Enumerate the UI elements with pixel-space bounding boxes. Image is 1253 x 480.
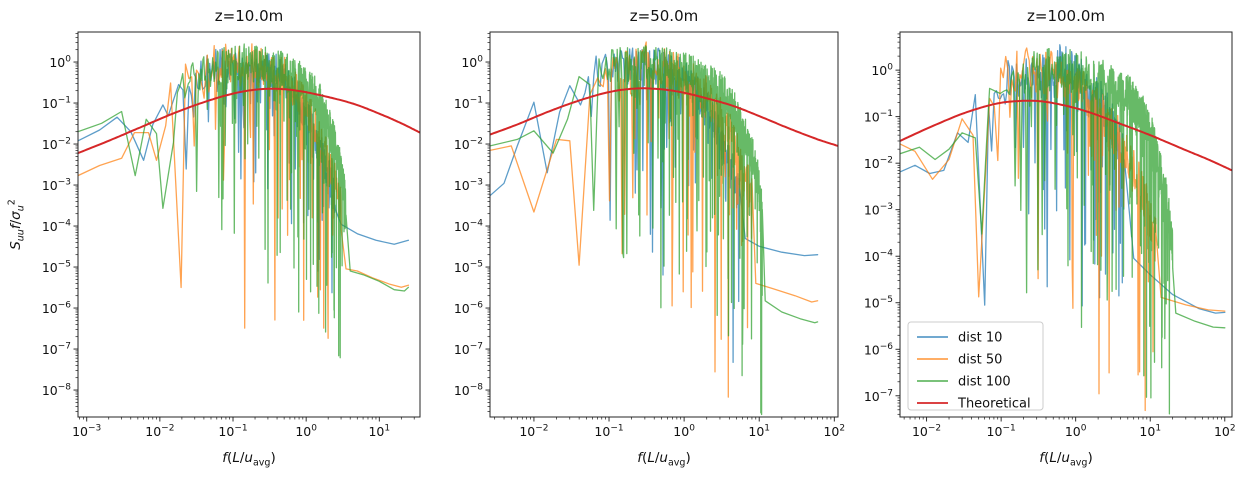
tick-label: 10−6	[864, 342, 893, 358]
chart-z-50-0m: 10−2 10−1 100 101 102 100 10−1 10−2 10−3 10−4 10−5…	[454, 7, 845, 469]
tick-label: 10−3	[454, 178, 483, 194]
plot-area	[900, 44, 1232, 415]
x-axis-label: f(L/uavg)	[222, 450, 275, 469]
plot-title: z=100.0m	[1027, 7, 1105, 25]
tick-label: 102	[1214, 424, 1236, 440]
chart-z-100-0m: 10−2 10−1 100 101 102 100 10−1 10−2 10−3 10−4 10−5…	[864, 7, 1236, 469]
legend-label-dist-50: dist 50	[958, 353, 1002, 368]
legend-label-dist-10: dist 10	[958, 331, 1002, 346]
legend-item-dist-10: dist 10	[917, 331, 1002, 346]
x-axis: 10−3 10−2 10−1 100 101	[72, 417, 415, 440]
series-line-dist-100	[78, 43, 410, 359]
series-line-dist-100	[900, 48, 1226, 415]
tick-label: 10−2	[864, 156, 893, 172]
y-axis-label: Suuf/σu2	[7, 199, 27, 250]
x-axis: 10−2 10−1 100 101 102	[903, 417, 1236, 440]
series-line-theoretical	[900, 99, 1232, 172]
tick-label: 10−6	[42, 301, 71, 317]
tick-label: 10−2	[454, 137, 483, 153]
axes-spines	[489, 31, 839, 418]
tick-label: 10−2	[42, 137, 71, 153]
tick-label: 100	[1065, 424, 1087, 440]
tick-label: 10−1	[864, 109, 893, 125]
legend-item-dist-50: dist 50	[917, 353, 1002, 368]
subplot-z-10m: 10−3 10−2 10−1 100 101 100 10−1 10−2 10−3 10−4 10−…	[0, 0, 440, 480]
tick-label: 10−5	[864, 295, 893, 311]
tick-label: 10−1	[987, 424, 1016, 440]
tick-label: 100	[461, 55, 483, 71]
y-axis: 100 10−1 10−2 10−3 10−4 10−5 10−6 10−7 10−8	[42, 33, 78, 412]
axes-spines	[899, 31, 1233, 418]
tick-label: 10−1	[594, 424, 623, 440]
tick-label: 10−8	[454, 383, 483, 399]
tick-label: 101	[368, 424, 390, 440]
plot-area	[78, 43, 420, 359]
legend-label-dist-100: dist 100	[958, 375, 1011, 390]
tick-label: 10−4	[454, 219, 483, 235]
plot-title: z=50.0m	[630, 7, 698, 25]
tick-label: 10−7	[42, 342, 71, 358]
tick-label: 10−5	[42, 260, 71, 276]
tick-label: 10−2	[519, 424, 548, 440]
tick-label: 10−4	[864, 249, 893, 265]
tick-label: 10−5	[454, 260, 483, 276]
tick-label: 10−1	[42, 96, 71, 112]
x-axis-label: f(L/uavg)	[1039, 450, 1092, 469]
tick-label: 10−1	[454, 96, 483, 112]
tick-label: 10−2	[912, 424, 941, 440]
x-axis-label: f(L/uavg)	[637, 450, 690, 469]
tick-label: 101	[1139, 424, 1161, 440]
y-axis: 100 10−1 10−2 10−3 10−4 10−5 10−6 10−7 10−8	[454, 33, 490, 412]
chart-z-10-0m: 10−3 10−2 10−1 100 101 100 10−1 10−2 10−3 10−4 10−…	[7, 7, 421, 469]
legend-box	[907, 321, 1044, 411]
tick-label: 10−7	[454, 342, 483, 358]
tick-label: 10−1	[218, 424, 247, 440]
plot-title: z=10.0m	[215, 7, 283, 25]
tick-label: 10−6	[454, 301, 483, 317]
tick-label: 10−3	[864, 202, 893, 218]
plot-area	[490, 41, 838, 416]
series-line-theoretical	[78, 87, 420, 155]
series-line-dist-100	[490, 45, 819, 416]
y-axis: 100 10−1 10−2 10−3 10−4 10−5 10−6 10−7	[864, 33, 900, 415]
tick-label: 10−3	[72, 424, 101, 440]
tick-label: 100	[49, 55, 71, 71]
tick-label: 10−8	[42, 383, 71, 399]
tick-label: 10−4	[42, 219, 71, 235]
legend-item-theoretical: Theoretical	[917, 397, 1031, 412]
tick-label: 10−3	[42, 178, 71, 194]
tick-label: 10−2	[145, 424, 174, 440]
subplot-z-100m: 10−2 10−1 100 101 102 100 10−1 10−2 10−3 10−4 10−5…	[850, 0, 1253, 480]
tick-label: 100	[295, 424, 317, 440]
tick-label: 10−7	[864, 388, 893, 404]
tick-label: 100	[673, 424, 695, 440]
x-axis: 10−2 10−1 100 101 102	[494, 417, 845, 440]
legend-label-theoretical: Theoretical	[957, 397, 1031, 412]
legend-item-dist-100: dist 100	[917, 375, 1011, 390]
tick-label: 102	[823, 424, 845, 440]
legend: dist 10 dist 50 dist 100 Theoretical	[907, 321, 1044, 412]
tick-label: 100	[871, 63, 893, 79]
tick-label: 101	[748, 424, 770, 440]
series-line-theoretical	[490, 87, 838, 147]
subplot-z-50m: 10−2 10−1 100 101 102 100 10−1 10−2 10−3 10−4 10−5…	[440, 0, 850, 480]
axes-spines	[77, 31, 421, 418]
